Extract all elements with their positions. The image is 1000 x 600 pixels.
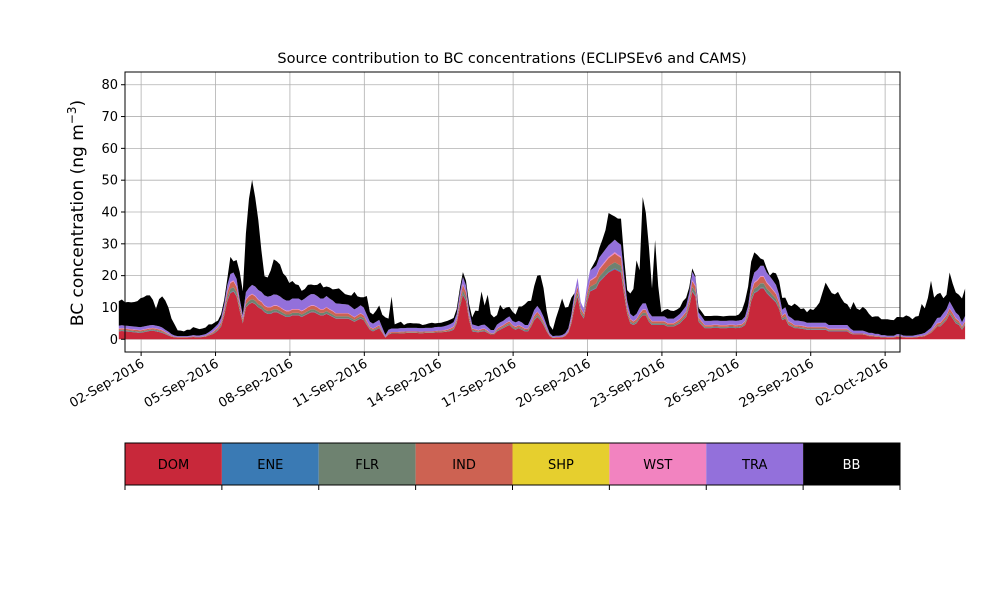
legend-swatch-ene (221, 443, 319, 485)
x-tick-label: 17-Sep-2016 (439, 356, 519, 411)
x-tick-label: 29-Sep-2016 (737, 356, 817, 411)
legend-label-ene: ENE (257, 458, 283, 473)
x-tick-label: 02-Oct-2016 (813, 356, 891, 410)
y-tick-label: 0 (110, 333, 118, 348)
area-dom (118, 269, 966, 340)
legend-label-shp: SHP (548, 458, 574, 473)
x-tick-label: 14-Sep-2016 (365, 356, 445, 411)
legend-swatch-dom (125, 443, 222, 485)
legend-label-bb: BB (843, 458, 861, 473)
x-tick-label: 02-Sep-2016 (67, 356, 147, 411)
y-tick-label: 80 (101, 78, 118, 93)
y-tick-label: 60 (101, 142, 118, 157)
y-axis-label-unit-exponent: −3 (65, 106, 79, 124)
grid-lines (125, 72, 900, 352)
area-tra (118, 239, 966, 338)
x-tick-label: 05-Sep-2016 (142, 356, 222, 411)
legend-swatch-bb (803, 443, 900, 485)
y-axis-label: BC concentration (ng m−3) (65, 100, 88, 326)
legend-label-flr: FLR (355, 458, 379, 473)
legend-label-wst: WST (643, 458, 672, 473)
legend-swatch-wst (609, 443, 707, 485)
legend-swatch-shp (512, 443, 610, 485)
y-axis: 0 10 20 30 40 50 60 70 80 (101, 78, 125, 348)
x-tick-label: 23-Sep-2016 (588, 356, 668, 411)
legend-colorbar: DOM ENE FLR IND SHP WST TRA BB (124, 442, 901, 490)
x-axis: 02-Sep-201605-Sep-201608-Sep-201611-Sep-… (67, 352, 891, 411)
x-tick-label: 20-Sep-2016 (514, 356, 594, 411)
legend-label-ind: IND (452, 458, 476, 473)
legend-label-dom: DOM (158, 458, 189, 473)
y-tick-label: 30 (101, 237, 118, 252)
y-axis-label-main: BC concentration (ng m (68, 124, 88, 326)
y-tick-label: 10 (101, 301, 118, 316)
area-bb (118, 179, 966, 337)
y-axis-label-suffix: ) (68, 100, 88, 107)
y-tick-label: 20 (101, 269, 118, 284)
x-tick-label: 11-Sep-2016 (290, 356, 370, 411)
y-tick-label: 70 (101, 110, 118, 125)
legend-swatch-tra (706, 443, 804, 485)
stacked-areas (118, 179, 966, 340)
y-tick-label: 40 (101, 206, 118, 221)
x-tick-label: 08-Sep-2016 (216, 356, 296, 411)
legend-label-tra: TRA (741, 458, 767, 473)
legend-swatch-ind (415, 443, 513, 485)
y-tick-label: 50 (101, 174, 118, 189)
chart-title: Source contribution to BC concentrations… (277, 51, 746, 67)
x-tick-label: 26-Sep-2016 (662, 356, 742, 411)
legend-swatch-flr (318, 443, 416, 485)
